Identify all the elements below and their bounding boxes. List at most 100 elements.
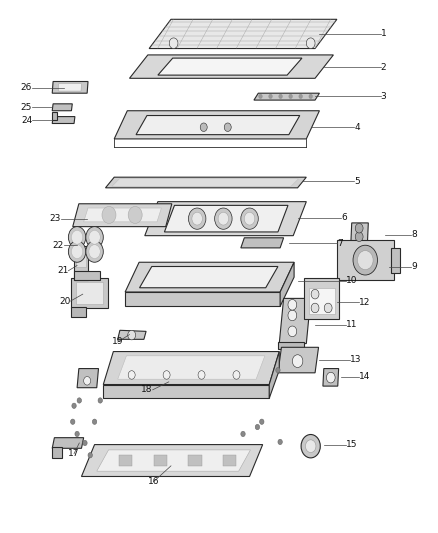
Text: 3: 3 (381, 92, 386, 101)
Circle shape (218, 212, 229, 225)
Polygon shape (81, 445, 263, 477)
Circle shape (92, 419, 97, 424)
Polygon shape (103, 384, 269, 398)
Text: 7: 7 (337, 239, 343, 248)
Circle shape (311, 303, 319, 313)
Polygon shape (71, 278, 108, 308)
Circle shape (98, 398, 102, 403)
Circle shape (102, 206, 116, 223)
Polygon shape (241, 238, 284, 248)
Polygon shape (76, 282, 103, 304)
Circle shape (288, 300, 297, 310)
Circle shape (276, 368, 280, 373)
Circle shape (68, 241, 86, 262)
Polygon shape (74, 246, 88, 280)
Circle shape (88, 453, 92, 458)
Circle shape (86, 227, 103, 248)
Circle shape (355, 223, 363, 233)
Bar (223, 455, 237, 466)
Text: 22: 22 (53, 241, 64, 250)
Polygon shape (279, 298, 311, 344)
Text: 16: 16 (148, 478, 159, 486)
Polygon shape (136, 116, 300, 135)
Polygon shape (278, 348, 318, 373)
Text: 13: 13 (350, 355, 361, 364)
Bar (153, 455, 166, 466)
Circle shape (89, 245, 100, 259)
Polygon shape (84, 208, 161, 222)
Circle shape (288, 310, 297, 321)
Polygon shape (130, 55, 333, 78)
Text: 14: 14 (359, 372, 370, 381)
Polygon shape (58, 84, 81, 91)
Circle shape (188, 208, 206, 229)
Bar (188, 455, 201, 466)
Circle shape (198, 370, 205, 379)
Polygon shape (106, 177, 306, 188)
Text: 9: 9 (411, 262, 417, 271)
Polygon shape (71, 307, 86, 317)
Circle shape (200, 123, 207, 132)
Circle shape (353, 245, 378, 275)
Text: 5: 5 (354, 177, 360, 186)
Circle shape (244, 212, 255, 225)
Circle shape (128, 330, 136, 340)
Circle shape (299, 94, 302, 99)
Polygon shape (337, 240, 394, 280)
Polygon shape (114, 111, 319, 139)
Circle shape (311, 289, 319, 299)
Polygon shape (52, 104, 72, 111)
Polygon shape (118, 356, 265, 379)
Polygon shape (145, 201, 306, 236)
Polygon shape (97, 450, 251, 471)
Polygon shape (304, 278, 339, 319)
Polygon shape (112, 179, 298, 186)
Polygon shape (158, 58, 302, 75)
Circle shape (83, 440, 87, 446)
Polygon shape (280, 262, 294, 306)
Text: 4: 4 (354, 123, 360, 132)
Circle shape (192, 212, 202, 225)
Polygon shape (254, 93, 319, 100)
Polygon shape (52, 82, 88, 93)
Circle shape (269, 94, 272, 99)
Text: 21: 21 (57, 266, 68, 275)
Polygon shape (323, 368, 339, 386)
Circle shape (128, 370, 135, 379)
Circle shape (301, 434, 320, 458)
Polygon shape (52, 112, 57, 120)
Text: 17: 17 (68, 449, 80, 458)
Circle shape (72, 403, 76, 408)
Circle shape (279, 94, 283, 99)
Circle shape (288, 326, 297, 337)
Polygon shape (149, 19, 337, 49)
Circle shape (163, 370, 170, 379)
Polygon shape (76, 252, 86, 266)
Circle shape (84, 376, 91, 385)
Circle shape (241, 208, 258, 229)
Polygon shape (308, 288, 335, 314)
Circle shape (89, 230, 100, 244)
Circle shape (292, 355, 303, 368)
Polygon shape (52, 447, 62, 458)
Circle shape (324, 303, 332, 313)
Polygon shape (278, 342, 304, 349)
Polygon shape (52, 438, 84, 448)
Circle shape (68, 227, 86, 248)
Text: 19: 19 (112, 337, 124, 346)
Text: 12: 12 (359, 297, 370, 306)
Circle shape (86, 241, 103, 262)
Polygon shape (74, 271, 100, 280)
Circle shape (305, 440, 316, 453)
Polygon shape (164, 205, 288, 232)
Text: 24: 24 (21, 116, 32, 125)
Circle shape (233, 370, 240, 379)
Circle shape (215, 208, 232, 229)
Polygon shape (103, 352, 279, 384)
Polygon shape (52, 117, 75, 124)
Circle shape (169, 38, 178, 49)
Circle shape (71, 419, 75, 424)
Circle shape (75, 431, 79, 437)
Text: 1: 1 (381, 29, 386, 38)
Circle shape (306, 38, 315, 49)
